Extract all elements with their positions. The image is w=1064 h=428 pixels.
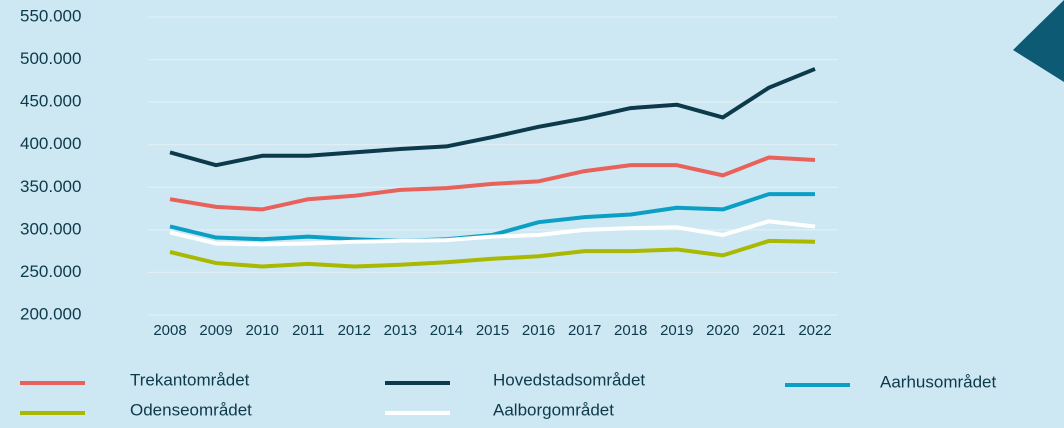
x-tick-label: 2016	[522, 322, 555, 339]
x-tick-label: 2020	[706, 322, 739, 339]
legend-label: Hovedstadsområdet	[493, 370, 645, 389]
legend-label: Aarhusområdet	[880, 372, 997, 391]
y-tick-label: 550.000	[20, 6, 81, 25]
series-line	[169, 67, 816, 168]
y-tick-label: 250.000	[20, 262, 81, 281]
series-line	[169, 219, 816, 247]
decoration	[1013, 0, 1064, 82]
x-tick-label: 2010	[245, 322, 278, 339]
legend-label: Trekantområdet	[130, 370, 250, 389]
x-tick-label: 2012	[338, 322, 371, 339]
x-tick-label: 2008	[153, 322, 186, 339]
y-tick-label: 350.000	[20, 177, 81, 196]
y-tick-label: 400.000	[20, 134, 81, 153]
x-tick-label: 2009	[199, 322, 232, 339]
y-tick-label: 300.000	[20, 219, 81, 238]
x-tick-label: 2019	[660, 322, 693, 339]
y-tick-label: 200.000	[20, 304, 81, 323]
x-tick-label: 2013	[384, 322, 417, 339]
y-tick-label: 450.000	[20, 92, 81, 111]
x-tick-label: 2017	[568, 322, 601, 339]
x-tick-label: 2014	[430, 322, 463, 339]
x-tick-label: 2011	[292, 322, 324, 339]
series-line	[169, 155, 816, 212]
x-tick-label: 2021	[752, 322, 785, 339]
x-tick-label: 2018	[614, 322, 647, 339]
x-tick-label: 2022	[798, 322, 831, 339]
y-tick-label: 500.000	[20, 49, 81, 68]
legend-label: Odenseområdet	[130, 400, 252, 419]
series-line	[169, 238, 816, 269]
x-tick-label: 2015	[476, 322, 509, 339]
legend-label: Aalborgområdet	[493, 400, 614, 419]
